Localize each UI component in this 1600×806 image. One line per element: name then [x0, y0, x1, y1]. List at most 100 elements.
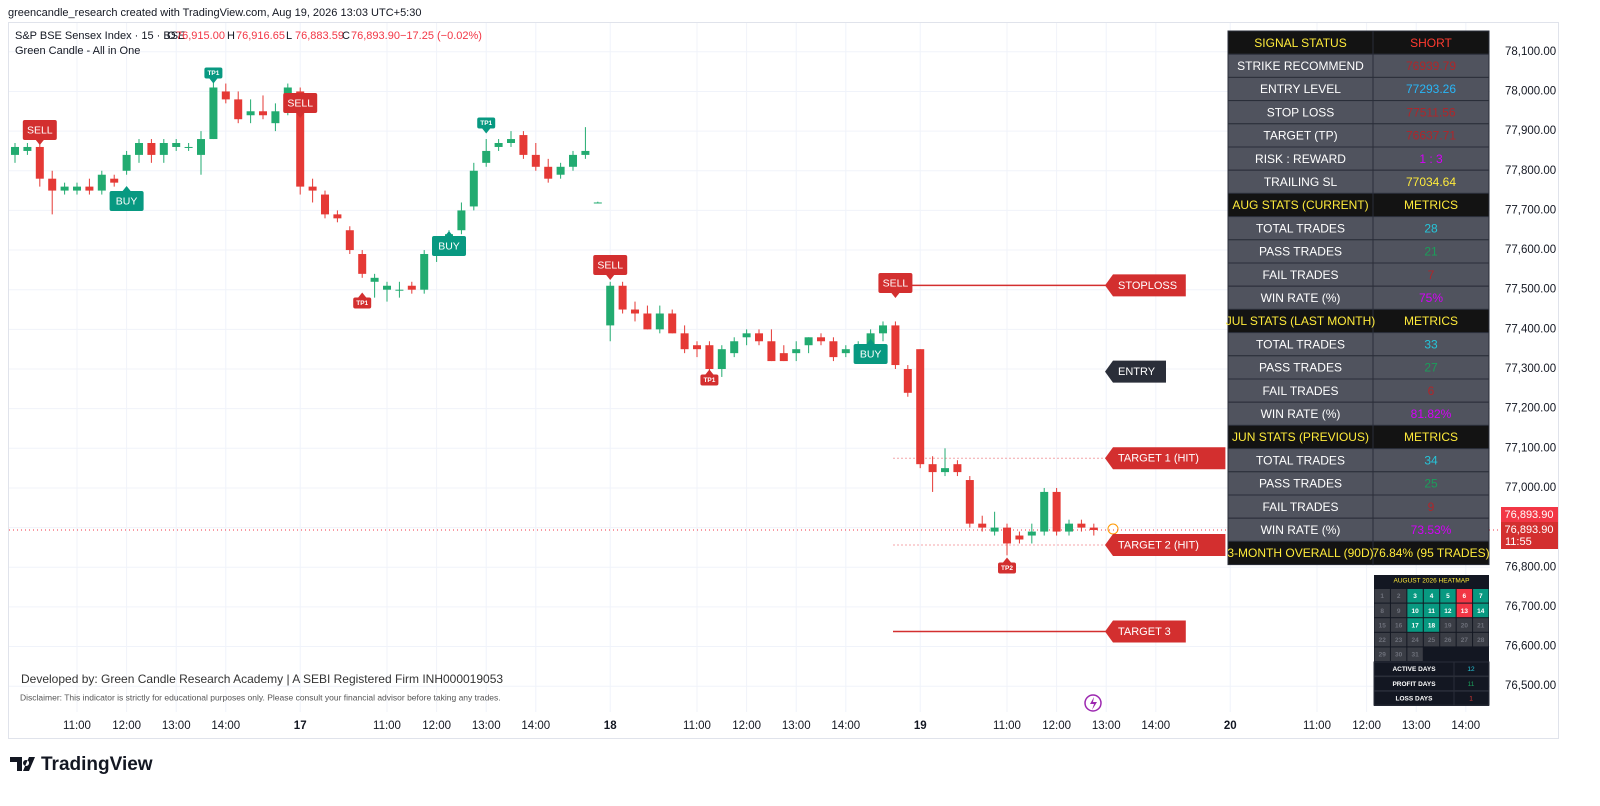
candle-body: [544, 166, 553, 179]
x-tick-label: 13:00: [472, 720, 501, 732]
last-price-box: [1501, 507, 1558, 522]
table-label: PASS TRADES: [1259, 477, 1342, 491]
candle-body: [1077, 523, 1086, 528]
table-label: STOP LOSS: [1267, 105, 1335, 119]
x-tick-label: 17: [294, 720, 307, 732]
heatmap-cell: [1473, 589, 1489, 603]
heatmap-day: 14: [1477, 608, 1485, 615]
level-label: TARGET 1 (HIT): [1118, 453, 1199, 465]
table-value: 7: [1428, 268, 1435, 282]
heatmap-day: 7: [1479, 593, 1483, 600]
x-tick-label: 13:00: [1092, 720, 1121, 732]
candle-body: [184, 146, 193, 148]
table-label: TOTAL TRADES: [1256, 337, 1345, 351]
heatmap-stat-value: 11: [1468, 681, 1475, 688]
disclaimer: Disclaimer: This indicator is strictly f…: [20, 692, 501, 702]
heatmap-day: 6: [1463, 593, 1467, 600]
candle-body: [122, 154, 131, 171]
ohlc-key: C: [342, 30, 350, 42]
y-tick-label: 76,600.00: [1505, 641, 1556, 653]
candle-body: [717, 349, 726, 370]
chart-frame: [8, 22, 1559, 739]
y-tick-label: 78,100.00: [1505, 46, 1556, 58]
x-tick-label: 11:00: [373, 720, 401, 732]
table-cell: [1372, 540, 1490, 566]
candle-body: [817, 337, 826, 342]
symbol: S&P BSE Sensex Index · 15 · BSE: [15, 30, 185, 42]
table-value: 73.53%: [1411, 523, 1452, 537]
candle-body: [693, 345, 702, 350]
candle-body: [172, 143, 181, 147]
candle-body: [97, 174, 106, 191]
signal-pointer: [1003, 557, 1012, 563]
logo-mark: [10, 757, 35, 771]
tv-logo: TradingView: [10, 754, 153, 775]
heatmap-day: 24: [1411, 637, 1419, 644]
heatmap-cell: [1374, 647, 1390, 661]
heatmap-day: 22: [1379, 637, 1387, 644]
candle-body: [135, 143, 144, 155]
event-icon[interactable]: [1084, 694, 1102, 712]
candle-body: [593, 202, 602, 204]
dividend-marker[interactable]: [1107, 523, 1119, 535]
candle-body: [358, 254, 367, 274]
heatmap-day: 23: [1395, 637, 1403, 644]
table-value: SHORT: [1410, 36, 1452, 50]
candle-body: [23, 146, 32, 151]
level-tag: [1105, 620, 1186, 643]
table-value: 77034.64: [1406, 175, 1456, 189]
table-value: 77511.56: [1406, 105, 1455, 119]
candle-body: [35, 146, 44, 179]
candle-body: [655, 313, 664, 330]
table-label: TRAILING SL: [1264, 175, 1338, 189]
x-tick-label: 11:00: [993, 720, 1021, 732]
candle-body: [990, 527, 999, 532]
candle-body: [1027, 531, 1036, 536]
candle-body: [730, 341, 739, 354]
candle-body: [457, 210, 466, 231]
candle-body: [259, 111, 268, 116]
candle-body: [1052, 491, 1061, 532]
heatmap-cell: [1440, 618, 1456, 632]
signal-pointer: [705, 369, 714, 375]
candle-body: [569, 154, 578, 167]
x-tick-label: 14:00: [1141, 720, 1170, 732]
heatmap-stat-value: 12: [1467, 666, 1475, 673]
x-tick-label: 19: [914, 720, 927, 732]
signal-tag: [878, 273, 913, 293]
x-tick-label: 14:00: [521, 720, 550, 732]
candle-body: [383, 285, 392, 290]
heatmap-cell: [1390, 632, 1407, 647]
candle-body: [965, 480, 974, 524]
heatmap-cell: [1423, 618, 1440, 632]
heatmap-day: 13: [1461, 608, 1469, 615]
heatmap-cell: [1440, 589, 1456, 603]
heatmap-day: 4: [1430, 593, 1434, 600]
signal-pointer: [445, 231, 454, 236]
heatmap-cell: [1390, 618, 1407, 632]
heatmap-day: 3: [1413, 593, 1417, 600]
price-change: −17.25 (−0.02%): [400, 30, 482, 42]
y-tick-label: 76,700.00: [1505, 601, 1556, 613]
ohlc-key: H: [227, 30, 235, 42]
candle-body: [1040, 491, 1049, 532]
table-label: RISK : REWARD: [1255, 152, 1346, 166]
heatmap-cell: [1407, 647, 1423, 661]
heatmap-cell: [1440, 603, 1456, 618]
signal-pointer: [482, 128, 491, 134]
candle-body: [110, 178, 119, 183]
heatmap-day: 15: [1379, 622, 1387, 629]
brand: TradingView: [41, 754, 153, 775]
candle-body: [618, 285, 627, 310]
table-value: 21: [1424, 245, 1438, 259]
table-value: 77293.26: [1406, 82, 1456, 96]
candle-body: [420, 254, 429, 290]
table-value: 27: [1424, 361, 1438, 375]
heatmap-stat-cell: [1453, 661, 1490, 677]
heatmap-cell: [1473, 618, 1489, 632]
heatmap-day: 17: [1411, 622, 1419, 629]
table-value: 34: [1424, 453, 1438, 467]
heatmap-cell: [1423, 589, 1440, 603]
level-label: STOPLOSS: [1118, 280, 1177, 292]
table-label: SIGNAL STATUS: [1254, 36, 1346, 50]
